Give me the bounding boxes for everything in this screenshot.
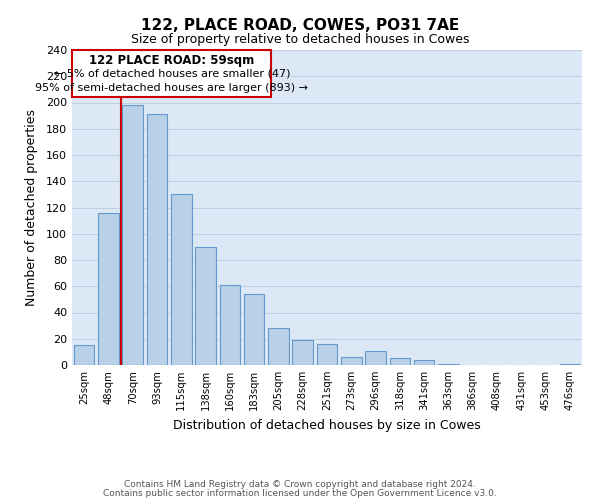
Bar: [560, 364, 580, 365]
Text: ← 5% of detached houses are smaller (47): ← 5% of detached houses are smaller (47): [53, 68, 290, 78]
Text: Contains public sector information licensed under the Open Government Licence v3: Contains public sector information licen…: [103, 488, 497, 498]
Bar: [98, 213, 119, 365]
Bar: [220, 285, 240, 365]
Bar: [146, 114, 167, 365]
Bar: [341, 357, 362, 365]
Text: 122, PLACE ROAD, COWES, PO31 7AE: 122, PLACE ROAD, COWES, PO31 7AE: [141, 18, 459, 32]
Bar: [389, 358, 410, 365]
Bar: [122, 105, 143, 365]
Bar: [317, 344, 337, 365]
Bar: [292, 340, 313, 365]
Bar: [414, 360, 434, 365]
Bar: [195, 247, 216, 365]
Text: 122 PLACE ROAD: 59sqm: 122 PLACE ROAD: 59sqm: [89, 54, 254, 67]
Text: Size of property relative to detached houses in Cowes: Size of property relative to detached ho…: [131, 32, 469, 46]
Bar: [74, 346, 94, 365]
X-axis label: Distribution of detached houses by size in Cowes: Distribution of detached houses by size …: [173, 418, 481, 432]
Bar: [365, 350, 386, 365]
Bar: [438, 364, 459, 365]
FancyBboxPatch shape: [73, 50, 271, 97]
Y-axis label: Number of detached properties: Number of detached properties: [25, 109, 38, 306]
Text: Contains HM Land Registry data © Crown copyright and database right 2024.: Contains HM Land Registry data © Crown c…: [124, 480, 476, 489]
Bar: [268, 328, 289, 365]
Bar: [244, 294, 265, 365]
Bar: [171, 194, 191, 365]
Text: 95% of semi-detached houses are larger (893) →: 95% of semi-detached houses are larger (…: [35, 83, 308, 93]
